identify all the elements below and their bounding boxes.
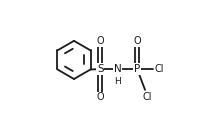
Text: H: H	[114, 77, 121, 86]
Text: O: O	[133, 36, 141, 46]
Text: Cl: Cl	[155, 64, 164, 74]
Text: Cl: Cl	[143, 92, 153, 102]
Text: N: N	[114, 64, 121, 74]
Text: S: S	[97, 64, 104, 74]
Text: P: P	[134, 64, 140, 74]
Text: O: O	[97, 92, 104, 102]
Text: O: O	[97, 36, 104, 46]
